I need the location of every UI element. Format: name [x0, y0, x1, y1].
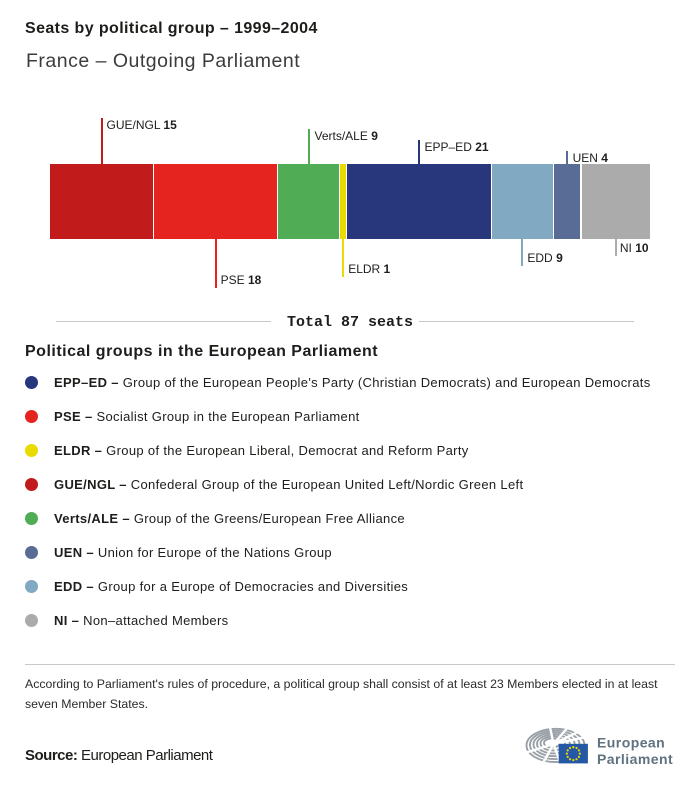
svg-text:European: European — [597, 735, 665, 751]
svg-text:Parliament: Parliament — [597, 751, 673, 767]
